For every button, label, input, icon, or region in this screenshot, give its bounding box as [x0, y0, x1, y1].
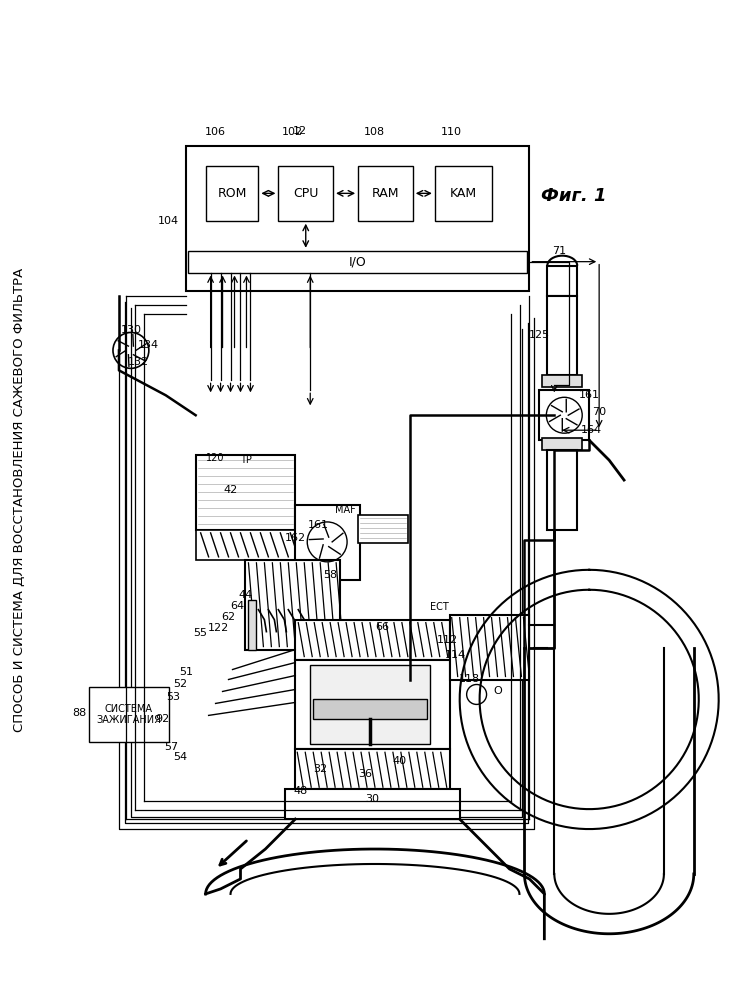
Text: 161: 161 [579, 390, 600, 400]
Text: 57: 57 [163, 742, 178, 752]
Bar [279, 166, 333, 221]
Text: O: O [493, 686, 502, 696]
Text: 71: 71 [552, 246, 566, 256]
Text: 44: 44 [239, 590, 253, 600]
Text: 51: 51 [179, 667, 192, 677]
Text: 32: 32 [313, 764, 327, 774]
Bar [548, 450, 577, 530]
Bar [195, 455, 295, 530]
Text: 58: 58 [323, 570, 337, 580]
Bar [285, 789, 460, 819]
Text: 130: 130 [120, 325, 141, 335]
Text: 70: 70 [592, 407, 606, 417]
Text: KAM: KAM [450, 187, 477, 200]
Bar [542, 375, 583, 387]
Text: 134: 134 [138, 340, 160, 350]
Bar [358, 166, 413, 221]
Text: СИСТЕМА
ЗАЖИГАНИЯ: СИСТЕМА ЗАЖИГАНИЯ [97, 704, 161, 725]
Bar [358, 515, 408, 543]
Text: 122: 122 [208, 623, 229, 633]
Text: MAF: MAF [335, 505, 355, 515]
Bar [539, 390, 589, 440]
Bar [295, 620, 450, 660]
Bar [435, 166, 492, 221]
Bar [450, 615, 530, 680]
Text: 110: 110 [441, 127, 462, 137]
Text: 30: 30 [365, 794, 379, 804]
Text: TP: TP [239, 455, 251, 465]
Text: 132: 132 [129, 357, 149, 367]
Text: 48: 48 [293, 786, 308, 796]
Text: 104: 104 [158, 216, 179, 226]
Text: CPU: CPU [293, 187, 319, 200]
Bar [89, 687, 169, 742]
Text: ECT: ECT [430, 602, 449, 612]
Bar [295, 505, 360, 580]
Text: 54: 54 [174, 752, 188, 762]
Bar [295, 660, 450, 749]
Text: 53: 53 [166, 692, 180, 702]
Text: 118: 118 [459, 675, 480, 685]
Bar [311, 665, 429, 744]
Text: 12: 12 [293, 126, 308, 136]
Bar [188, 251, 528, 273]
Text: ROM: ROM [218, 187, 247, 200]
Text: 42: 42 [224, 485, 238, 495]
Text: 108: 108 [363, 127, 385, 137]
Text: 106: 106 [205, 127, 226, 137]
Text: 164: 164 [580, 425, 602, 435]
Text: 161: 161 [308, 520, 328, 530]
Bar [542, 438, 583, 450]
Text: 88: 88 [72, 708, 86, 718]
Text: 112: 112 [437, 635, 458, 645]
Bar [195, 530, 295, 560]
Text: RAM: RAM [372, 187, 399, 200]
Text: 62: 62 [221, 612, 236, 622]
Text: 125: 125 [529, 330, 550, 340]
Text: I/O: I/O [348, 255, 366, 268]
Text: 55: 55 [194, 628, 207, 638]
Text: 114: 114 [445, 650, 467, 660]
Bar [186, 146, 530, 291]
Bar [248, 600, 256, 650]
Text: 102: 102 [282, 127, 303, 137]
Text: 162: 162 [285, 533, 306, 543]
Text: Фиг. 1: Фиг. 1 [542, 187, 607, 205]
Text: 120: 120 [207, 453, 225, 463]
Bar [314, 699, 426, 719]
Text: 64: 64 [230, 601, 244, 611]
Bar [295, 749, 450, 789]
Text: 92: 92 [155, 714, 170, 724]
Bar [206, 166, 259, 221]
Text: СПОСОБ И СИСТЕМА ДЛЯ ВОССТАНОВЛЕНИЯ САЖЕВОГО ФИЛЬТРА: СПОСОБ И СИСТЕМА ДЛЯ ВОССТАНОВЛЕНИЯ САЖЕ… [13, 268, 26, 732]
Bar [548, 266, 577, 296]
Bar [548, 296, 577, 375]
Text: 36: 36 [358, 769, 372, 779]
Bar [245, 560, 340, 650]
Text: 66: 66 [375, 622, 389, 632]
Text: 40: 40 [393, 756, 407, 766]
Text: 52: 52 [174, 679, 188, 689]
